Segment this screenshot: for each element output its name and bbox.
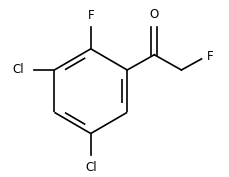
Text: Cl: Cl xyxy=(12,64,24,76)
Text: Cl: Cl xyxy=(85,161,97,174)
Text: F: F xyxy=(207,50,213,63)
Text: F: F xyxy=(87,9,94,22)
Text: O: O xyxy=(150,8,159,21)
